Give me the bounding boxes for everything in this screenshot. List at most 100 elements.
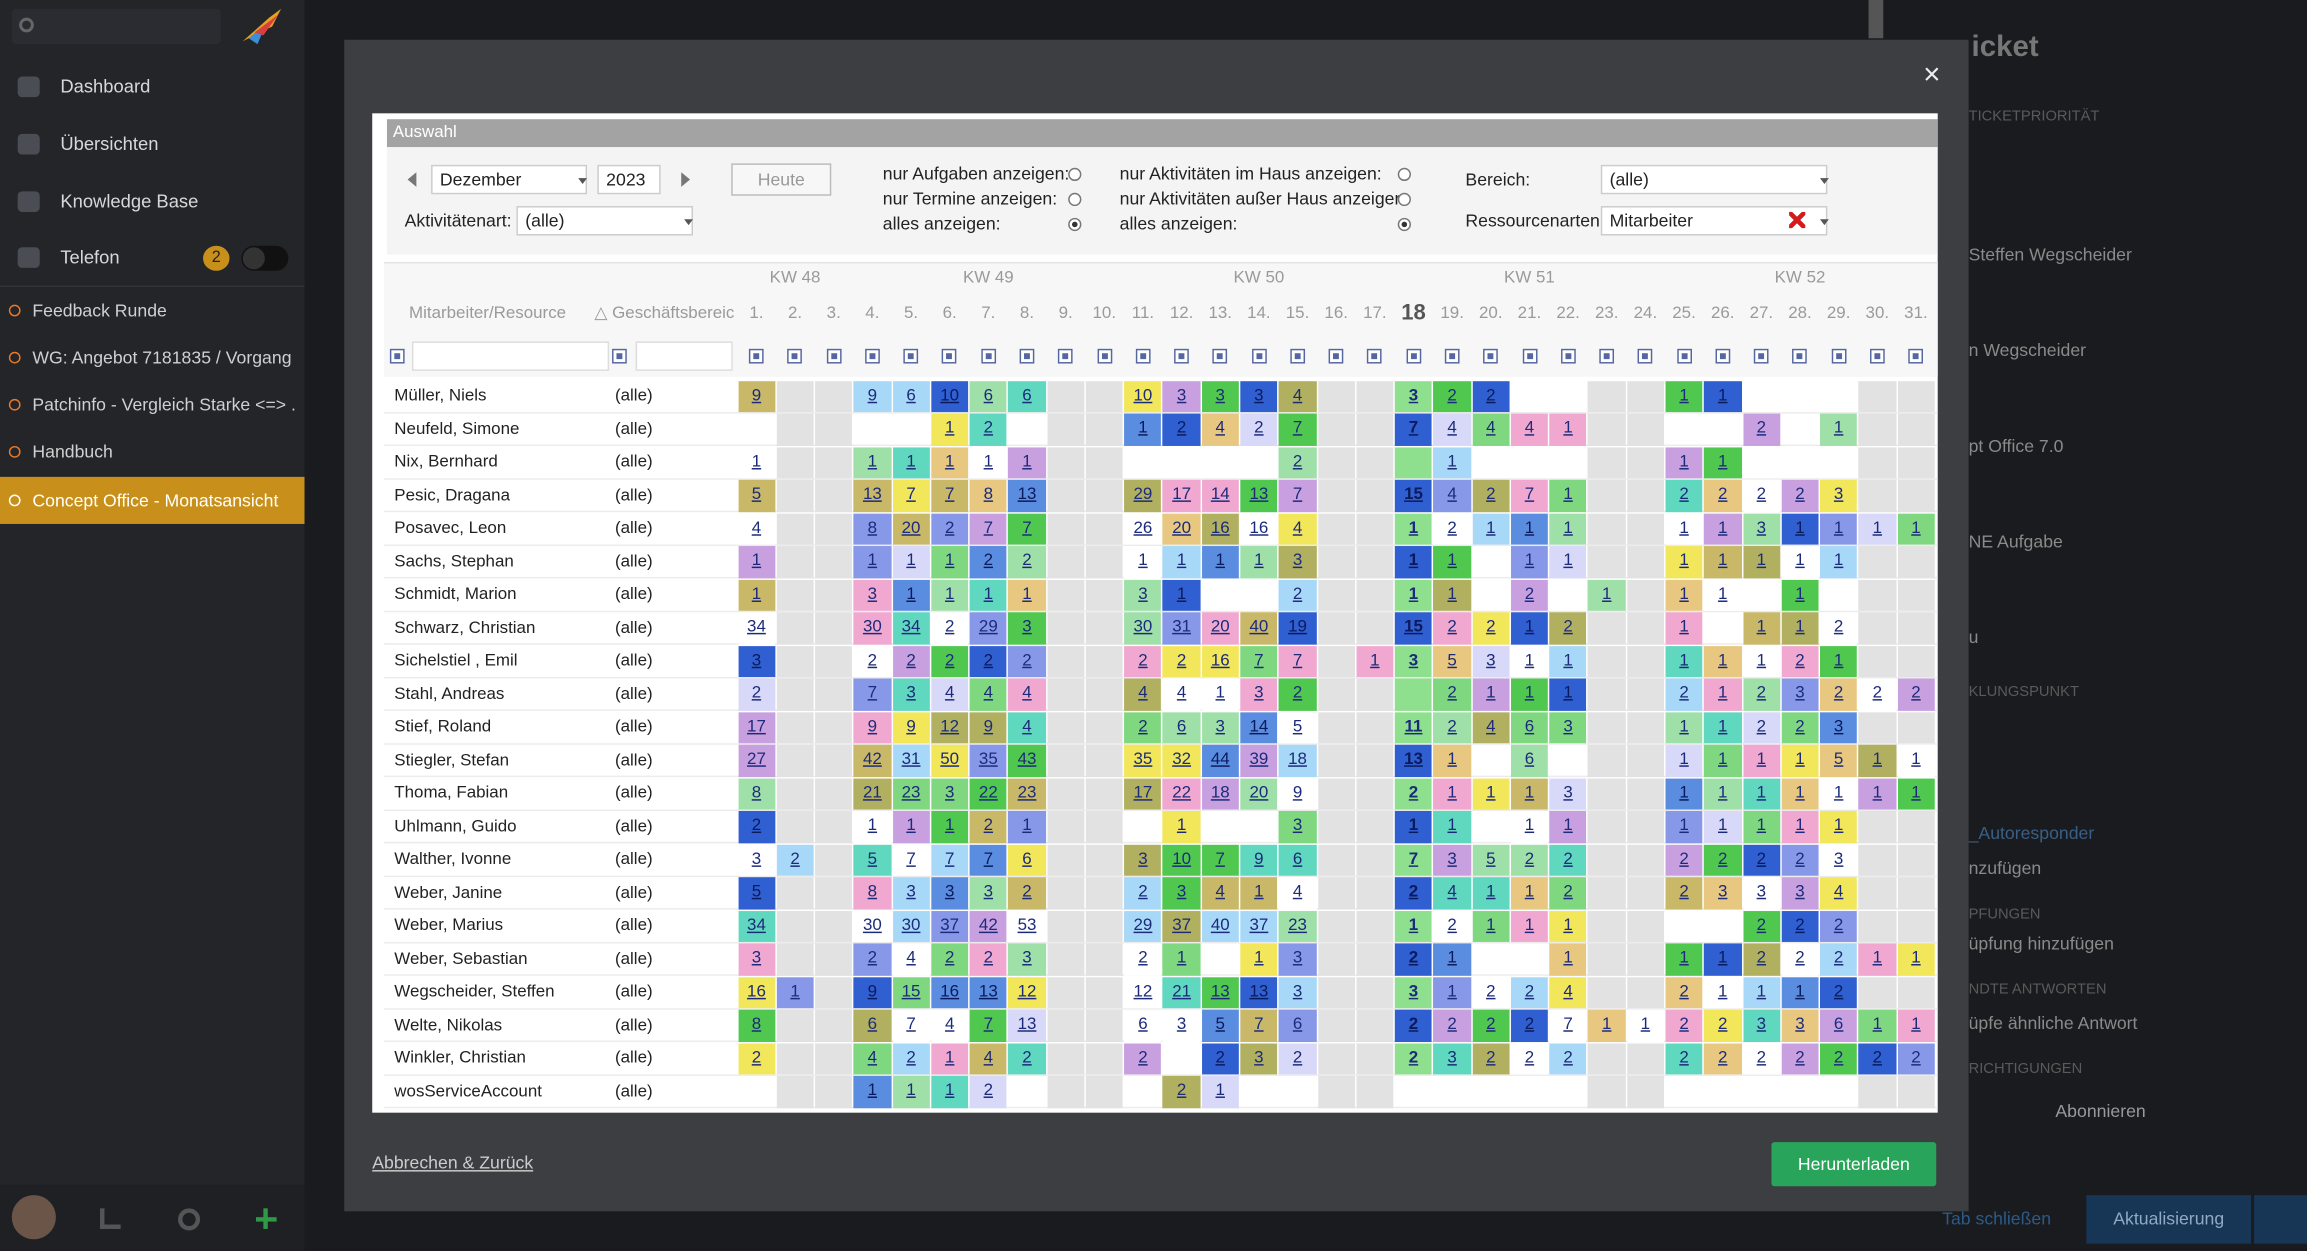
day-cell[interactable]: 3 [892,678,930,711]
day-cell[interactable]: 2 [969,943,1007,976]
day-cell[interactable]: 1 [1510,778,1549,810]
filter-checkbox[interactable] [1869,348,1885,364]
day-cell[interactable]: 1 [1704,546,1742,578]
day-cell[interactable]: 1 [1124,546,1162,578]
day-cell[interactable]: 2 [1742,943,1780,976]
day-cell[interactable]: 1 [1549,413,1587,446]
tab-item[interactable]: Feedback Runde [32,300,167,321]
day-cell[interactable]: 1 [1781,546,1819,578]
day-cell[interactable]: 1 [1858,513,1896,545]
day-cell[interactable]: 13 [853,479,891,512]
day-cell[interactable]: 13 [969,977,1007,1009]
day-cell[interactable]: 2 [737,678,776,711]
filter-checkbox[interactable] [1599,348,1615,364]
day-cell[interactable]: 7 [853,678,891,711]
cancel-link[interactable]: Abbrechen & Zurück [372,1152,534,1174]
day-cell[interactable]: 2 [1433,513,1471,545]
day-cell[interactable]: 1 [1820,413,1858,446]
day-cell[interactable]: 3 [1163,877,1201,910]
day-cell[interactable]: 1 [1665,811,1703,843]
day-cell[interactable]: 30 [1124,612,1162,645]
day-cell[interactable]: 1 [1472,910,1510,943]
day-cell[interactable]: 1 [931,1076,969,1109]
year-input[interactable]: 2023 [597,164,661,195]
day-cell[interactable]: 5 [1278,711,1317,744]
modal-close[interactable]: × [1923,58,1941,92]
day-cell[interactable]: 2 [1820,678,1858,711]
day-cell[interactable]: 1 [1588,1010,1626,1042]
day-cell[interactable]: 13 [1394,745,1433,777]
day-cell[interactable]: 5 [1820,745,1858,777]
day-cell[interactable]: 4 [1278,877,1317,910]
day-cell[interactable]: 3 [1278,546,1317,578]
day-cell[interactable]: 1 [1008,579,1046,611]
column-header[interactable]: △ Geschäftsbereic [594,304,735,323]
day-cell[interactable]: 1 [1510,910,1549,943]
day-cell[interactable]: 3 [1781,1010,1819,1042]
nav-item[interactable]: Telefon [60,247,120,268]
day-cell[interactable]: 20 [1240,778,1278,810]
day-cell[interactable]: 2 [1897,1043,1935,1076]
day-cell[interactable]: 4 [1820,877,1858,910]
day-cell[interactable]: 3 [1278,977,1317,1009]
day-cell[interactable]: 1 [1201,678,1239,711]
day-cell[interactable]: 4 [1008,711,1046,744]
day-cell[interactable]: 2 [1781,479,1819,512]
day-cell[interactable]: 1 [853,811,891,843]
day-cell[interactable]: 1 [1394,546,1433,578]
day-cell[interactable]: 8 [737,778,776,810]
day-cell[interactable]: 3 [1240,1043,1278,1076]
day-cell[interactable]: 1 [853,1076,891,1109]
day-cell[interactable]: 32 [1163,745,1201,777]
day-cell[interactable]: 1 [1433,546,1471,578]
filter-checkbox[interactable] [1444,348,1460,364]
radio[interactable] [1397,217,1411,232]
day-cell[interactable]: 37 [1163,910,1201,943]
day-cell[interactable]: 10 [1163,844,1201,877]
day-cell[interactable]: 2 [1433,711,1471,744]
day-cell[interactable]: 2 [1858,678,1896,711]
day-cell[interactable]: 4 [931,678,969,711]
day-cell[interactable]: 2 [1510,1010,1549,1042]
day-cell[interactable]: 1 [931,579,969,611]
day-cell[interactable]: 1 [892,446,930,479]
filter-checkbox[interactable] [389,348,405,364]
day-cell[interactable]: 3 [1394,645,1433,678]
filter-checkbox[interactable] [1251,348,1267,364]
day-cell[interactable]: 20 [1201,612,1239,645]
day-cell[interactable]: 4 [969,678,1007,711]
day-cell[interactable]: 1 [1665,645,1703,678]
day-cell[interactable]: 5 [1201,1010,1239,1042]
day-cell[interactable]: 1 [1742,745,1780,777]
filter-checkbox[interactable] [749,348,764,364]
day-cell[interactable]: 1 [1549,811,1587,843]
day-cell[interactable]: 1 [1588,579,1626,611]
day-cell[interactable]: 4 [1510,413,1549,446]
day-cell[interactable]: 1 [1742,811,1780,843]
day-cell[interactable]: 3 [1124,579,1162,611]
day-cell[interactable]: 2 [892,1043,930,1076]
day-cell[interactable]: 4 [1433,413,1471,446]
day-cell[interactable]: 40 [1201,910,1239,943]
day-cell[interactable]: 7 [1394,844,1433,877]
day-cell[interactable]: 2 [1163,1076,1201,1109]
day-cell[interactable]: 1 [1781,612,1819,645]
day-cell[interactable]: 1 [1472,778,1510,810]
day-cell[interactable]: 12 [1124,977,1162,1009]
day-cell[interactable]: 2 [1742,711,1780,744]
day-cell[interactable]: 18 [1278,745,1317,777]
day-cell[interactable]: 7 [1008,513,1046,545]
day-cell[interactable]: 2 [1433,612,1471,645]
day-cell[interactable]: 1 [1549,678,1587,711]
radio[interactable] [1068,192,1082,207]
day-cell[interactable]: 13 [1008,1010,1046,1042]
day-cell[interactable]: 5 [737,877,776,910]
day-cell[interactable]: 2 [1008,1043,1046,1076]
day-cell[interactable]: 2 [1008,645,1046,678]
day-cell[interactable]: 6 [1163,711,1201,744]
day-cell[interactable]: 1 [1394,513,1433,545]
day-cell[interactable]: 1 [1897,778,1935,810]
day-cell[interactable]: 2 [1394,877,1433,910]
day-cell[interactable]: 1 [1549,479,1587,512]
day-cell[interactable]: 2 [1742,844,1780,877]
